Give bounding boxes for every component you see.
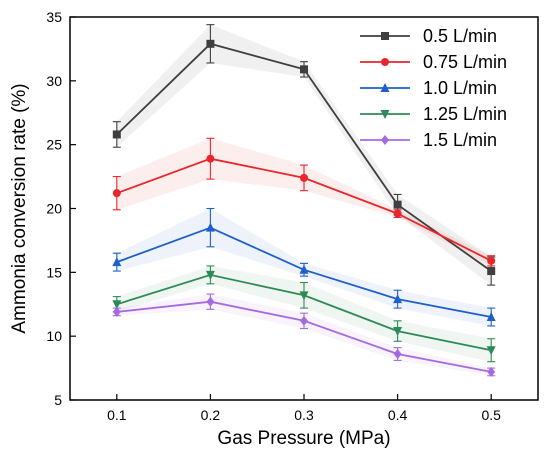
y-tick-label: 25 [46,137,62,153]
x-tick-label: 0.2 [201,407,221,423]
legend-entry-3: 1.0 L/min [360,78,497,98]
data-point [112,306,121,317]
data-point [487,256,496,265]
data-point [393,200,402,209]
data-point [299,264,309,274]
legend-label: 0.75 L/min [423,52,507,72]
y-axis-title: Ammonia conversion rate (%) [9,83,30,333]
x-tick-label: 0.5 [481,407,501,423]
x-tick-label: 0.3 [294,407,314,423]
legend-label: 1.0 L/min [423,78,497,98]
y-tick-label: 20 [46,201,62,217]
legend-marker [381,135,389,145]
legend-label: 1.5 L/min [423,130,497,150]
legend: 0.5 L/min 0.75 L/min 1.0 L/min 1.25 L/min 1.… [360,26,507,150]
series-5 [112,293,496,377]
x-tick-label: 0.4 [388,407,408,423]
data-point [206,154,215,163]
legend-label: 0.5 L/min [423,26,497,46]
legend-entry-2: 0.75 L/min [360,52,507,72]
data-point [393,209,402,218]
x-tick-label: 0.1 [107,407,127,423]
data-point [300,65,308,74]
legend-marker [380,83,390,92]
data-point [205,222,215,232]
data-point [206,296,215,307]
data-point [112,189,121,198]
data-point [393,349,402,360]
y-tick-label: 10 [46,328,62,344]
y-tick-label: 35 [46,9,62,25]
data-point [205,270,215,280]
data-point [486,312,496,322]
data-point [112,300,122,310]
data-point [487,366,496,377]
legend-label: 1.25 L/min [423,104,507,124]
data-point [112,130,121,139]
y-tick-label: 5 [54,392,62,408]
legend-entry-5: 1.5 L/min [360,130,497,150]
data-point [206,39,215,48]
legend-marker [381,32,389,40]
data-point [393,327,403,337]
x-axis-title: Gas Pressure (MPa) [217,428,390,449]
data-point [487,267,496,276]
legend-marker [380,110,390,119]
data-point [393,294,403,304]
legend-entry-1: 0.5 L/min [360,26,497,46]
series-layer [112,24,496,377]
data-point [300,315,308,326]
data-point [112,257,122,267]
data-point [299,291,309,301]
data-point [486,346,496,356]
legend-entry-4: 1.25 L/min [360,104,507,124]
series-2 [112,137,496,267]
y-tick-label: 30 [46,73,62,89]
axes-layer: 0.1 0.2 0.3 0.4 0.5 5 10 15 20 25 30 35 [46,9,501,423]
legend-marker [381,58,389,66]
y-tick-label: 15 [46,264,62,280]
series-4 [112,265,496,363]
data-point [300,173,308,182]
series-3 [112,207,496,327]
